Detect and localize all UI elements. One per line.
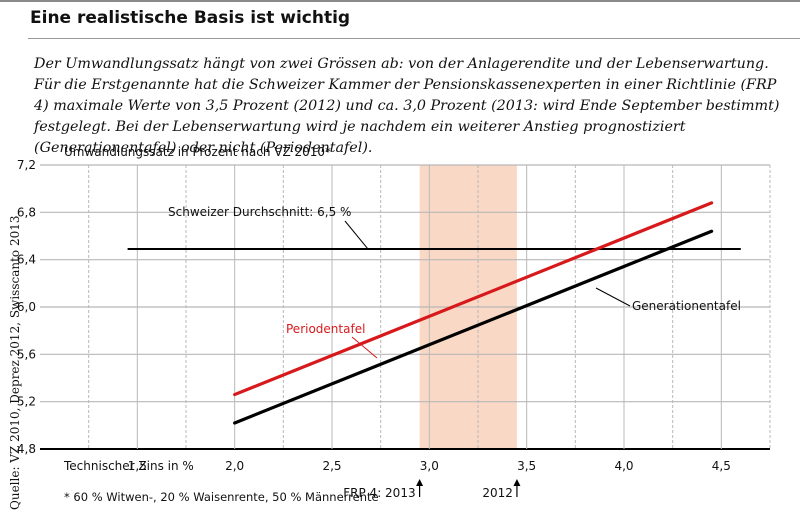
header-band: Eine realistische Basis ist wichtig: [0, 0, 800, 44]
series-line-generationentafel: [233, 229, 714, 425]
x-tick-label: 4,5: [712, 459, 731, 473]
y-tick-label: 7,2: [17, 158, 36, 172]
marker-arrow-head: [513, 479, 521, 486]
series-label-periodentafel: Periodentafel: [286, 322, 365, 336]
intro-text: Der Umwandlungssatz hängt von zwei Gröss…: [34, 56, 780, 156]
marker-label-frp4-2013: FRP 4: 2013: [343, 486, 415, 500]
x-tick-label: 2,5: [322, 459, 341, 473]
y-tick-label: 4,8: [17, 442, 36, 456]
y-tick-label: 5,2: [17, 395, 36, 409]
x-tick-label: 4,0: [614, 459, 633, 473]
series-label-leader-generationentafel: [595, 287, 631, 307]
y-axis-label: Umwandlungssatz in Prozent nach VZ 2010*: [64, 145, 331, 159]
series-layer: [233, 201, 714, 425]
series-label-generationentafel: Generationentafel: [632, 299, 741, 313]
y-tick-label: 6,0: [17, 300, 36, 314]
y-tick-label: 6,4: [17, 253, 36, 267]
y-tick-label: 6,8: [17, 205, 36, 219]
series-label-leader-periodentafel: [351, 336, 378, 359]
series-line-periodentafel: [233, 201, 714, 397]
x-tick-label: 2,0: [225, 459, 244, 473]
marker-arrow-head: [416, 479, 424, 486]
page-title: Eine realistische Basis ist wichtig: [30, 8, 351, 28]
marker-label-2012: 2012: [482, 486, 513, 500]
y-tick-label: 5,6: [17, 347, 36, 361]
reference-line-label: Schweizer Durchschnitt: 6,5 %: [168, 205, 351, 219]
title-divider: [28, 38, 800, 39]
x-tick-label: 3,5: [517, 459, 536, 473]
grid-layer: [40, 164, 771, 450]
label-layer: 7,2 6,8 6,4 6,0 5,6 5,2 4,8 Umwandlungssatz in …: [17, 145, 741, 504]
x-axis-label: Technischer Zins in %: [63, 459, 194, 473]
footnote: * 60 % Witwen-, 20 % Waisenrente, 50 % M…: [64, 490, 379, 504]
x-tick-label: 3,0: [420, 459, 439, 473]
reference-label-leader: [344, 220, 369, 250]
x-tick-label: 1,5: [128, 459, 147, 473]
